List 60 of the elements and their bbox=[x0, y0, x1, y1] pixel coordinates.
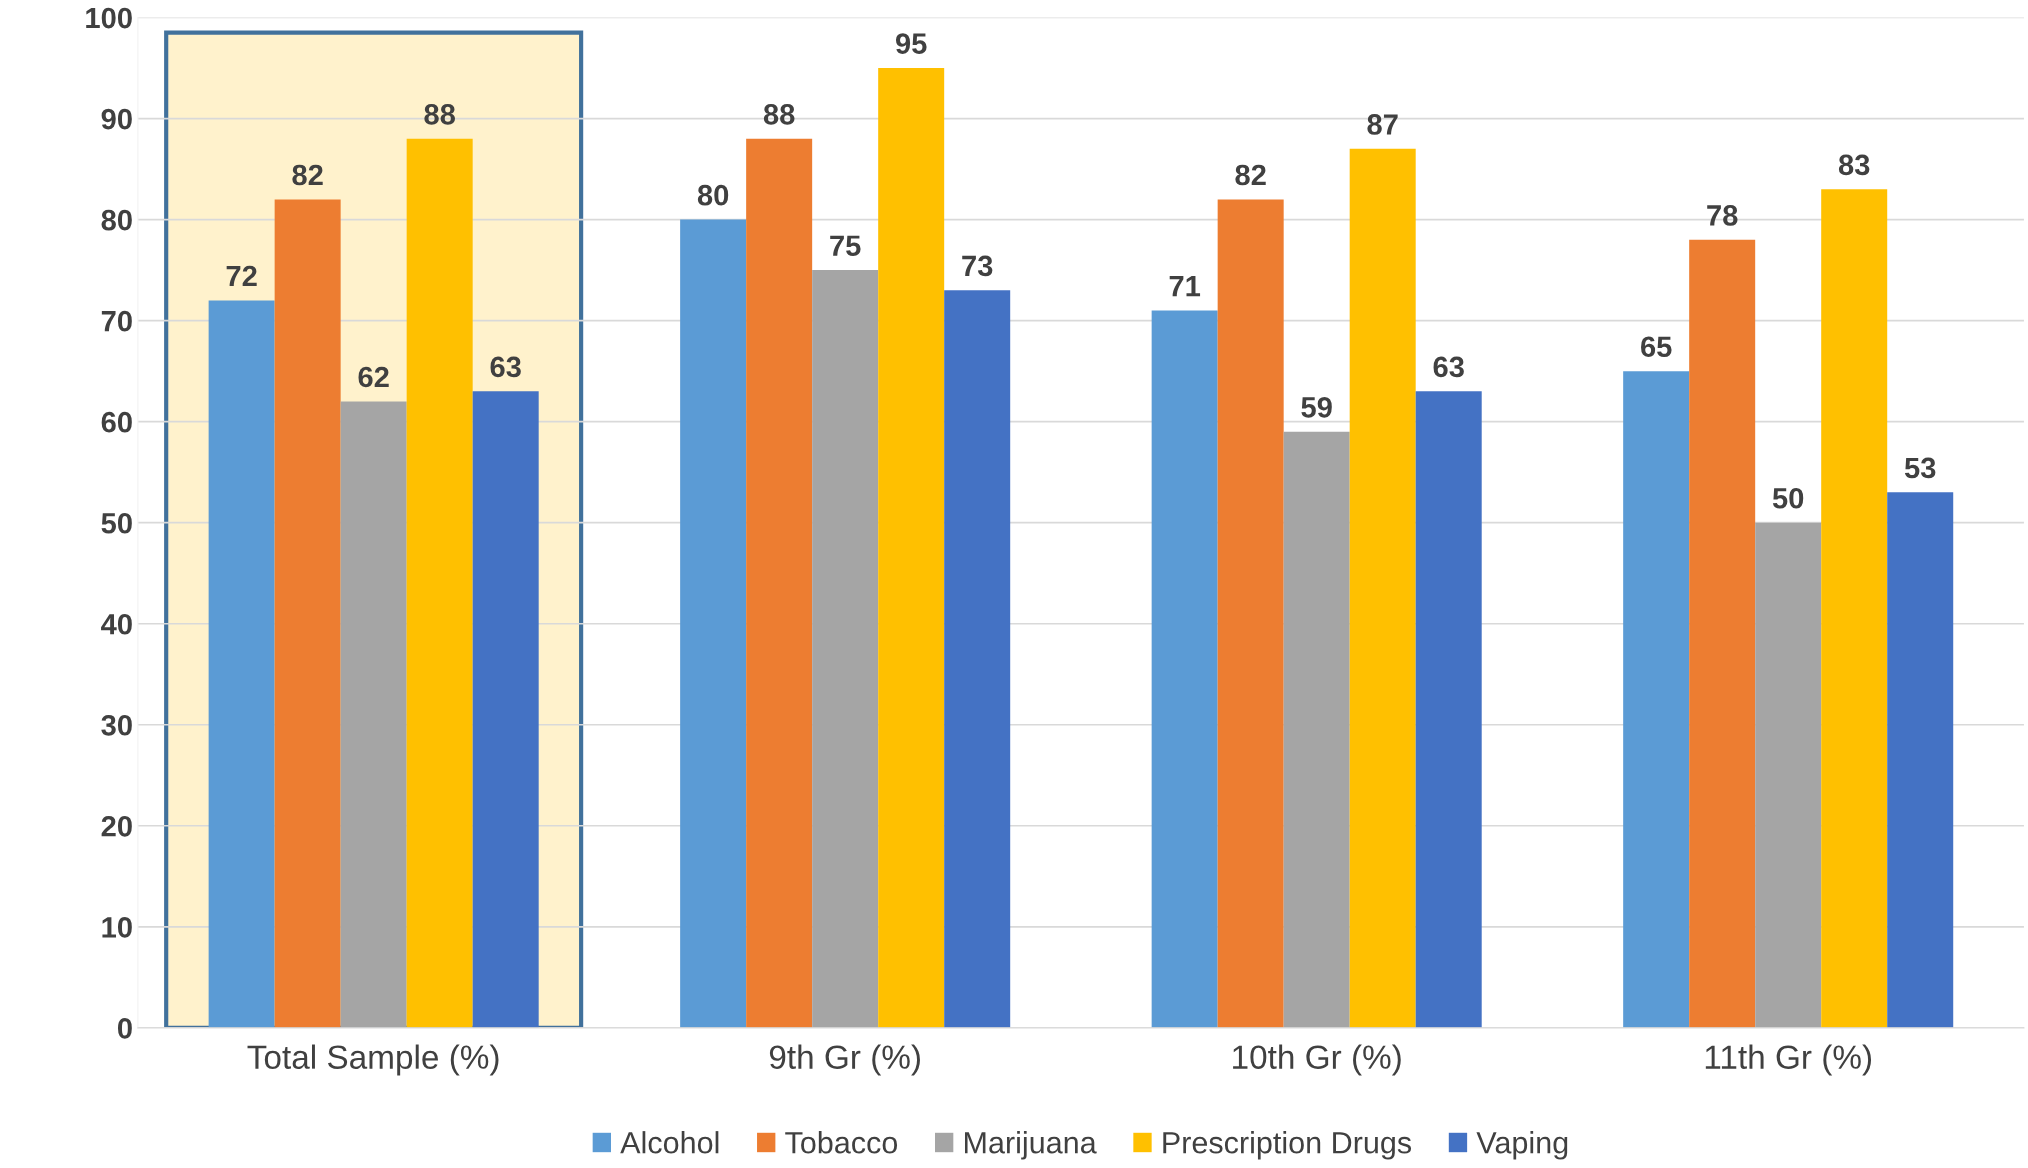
data-label: 63 bbox=[490, 356, 521, 378]
data-label: 83 bbox=[1838, 154, 1870, 176]
bar bbox=[1689, 239, 1756, 1028]
y-tick-label: 60 bbox=[101, 411, 132, 433]
bar bbox=[812, 270, 879, 1028]
data-label: 63 bbox=[1433, 356, 1464, 378]
data-label: 95 bbox=[895, 33, 927, 54]
bar bbox=[878, 68, 945, 1028]
legend-label: Alcohol bbox=[620, 1131, 719, 1154]
data-label: 65 bbox=[1641, 336, 1672, 358]
y-tick-label: 20 bbox=[101, 815, 132, 837]
data-label: 75 bbox=[830, 235, 861, 256]
legend-label: Prescription Drugs bbox=[1163, 1131, 1412, 1160]
bar bbox=[208, 300, 275, 1028]
bar bbox=[1755, 522, 1822, 1028]
legend-label: Tobacco bbox=[785, 1131, 898, 1154]
y-tick-label: 100 bbox=[86, 7, 132, 29]
data-label: 87 bbox=[1367, 114, 1398, 135]
data-label: 88 bbox=[763, 104, 795, 125]
legend-label: Vaping bbox=[1476, 1131, 1568, 1160]
data-label: 73 bbox=[962, 255, 993, 277]
x-tick-label: Total Sample (%) bbox=[247, 1044, 499, 1076]
bar bbox=[1415, 391, 1482, 1028]
x-tick-label: 9th Gr (%) bbox=[769, 1044, 920, 1076]
data-label: 62 bbox=[358, 366, 389, 388]
data-label: 80 bbox=[697, 184, 729, 206]
data-label: 50 bbox=[1772, 487, 1804, 509]
bar bbox=[1283, 431, 1350, 1028]
y-tick-label: 50 bbox=[101, 512, 132, 534]
y-tick-label: 70 bbox=[101, 310, 132, 332]
bar bbox=[472, 391, 539, 1028]
data-label: 78 bbox=[1707, 205, 1738, 226]
data-label: 82 bbox=[292, 164, 323, 186]
bar bbox=[746, 138, 813, 1028]
bar bbox=[944, 290, 1011, 1028]
bar bbox=[1151, 310, 1218, 1028]
y-tick-label: 40 bbox=[101, 613, 132, 635]
legend-label: Marijuana bbox=[965, 1131, 1097, 1160]
bar bbox=[406, 138, 473, 1028]
bar bbox=[680, 219, 747, 1028]
bar bbox=[1349, 148, 1416, 1028]
bar bbox=[1623, 371, 1690, 1028]
data-label: 71 bbox=[1169, 276, 1201, 297]
data-label: 82 bbox=[1235, 164, 1266, 186]
bar bbox=[1217, 199, 1284, 1028]
data-label: 53 bbox=[1904, 457, 1936, 479]
y-tick-label: 10 bbox=[102, 917, 132, 938]
x-tick-label: 11th Gr (%) bbox=[1705, 1044, 1872, 1076]
data-label: 88 bbox=[424, 104, 455, 125]
y-tick-label: 80 bbox=[101, 209, 132, 231]
y-tick-label: 90 bbox=[101, 108, 132, 130]
data-label: 59 bbox=[1301, 397, 1332, 418]
bar bbox=[274, 199, 341, 1028]
bar bbox=[1821, 189, 1888, 1028]
bar bbox=[1887, 492, 1954, 1028]
y-tick-label: 30 bbox=[101, 714, 132, 736]
data-label: 72 bbox=[226, 265, 257, 287]
bar bbox=[340, 401, 407, 1028]
x-tick-label: 10th Gr (%) bbox=[1233, 1044, 1401, 1076]
y-tick-label: 0 bbox=[117, 1018, 132, 1039]
